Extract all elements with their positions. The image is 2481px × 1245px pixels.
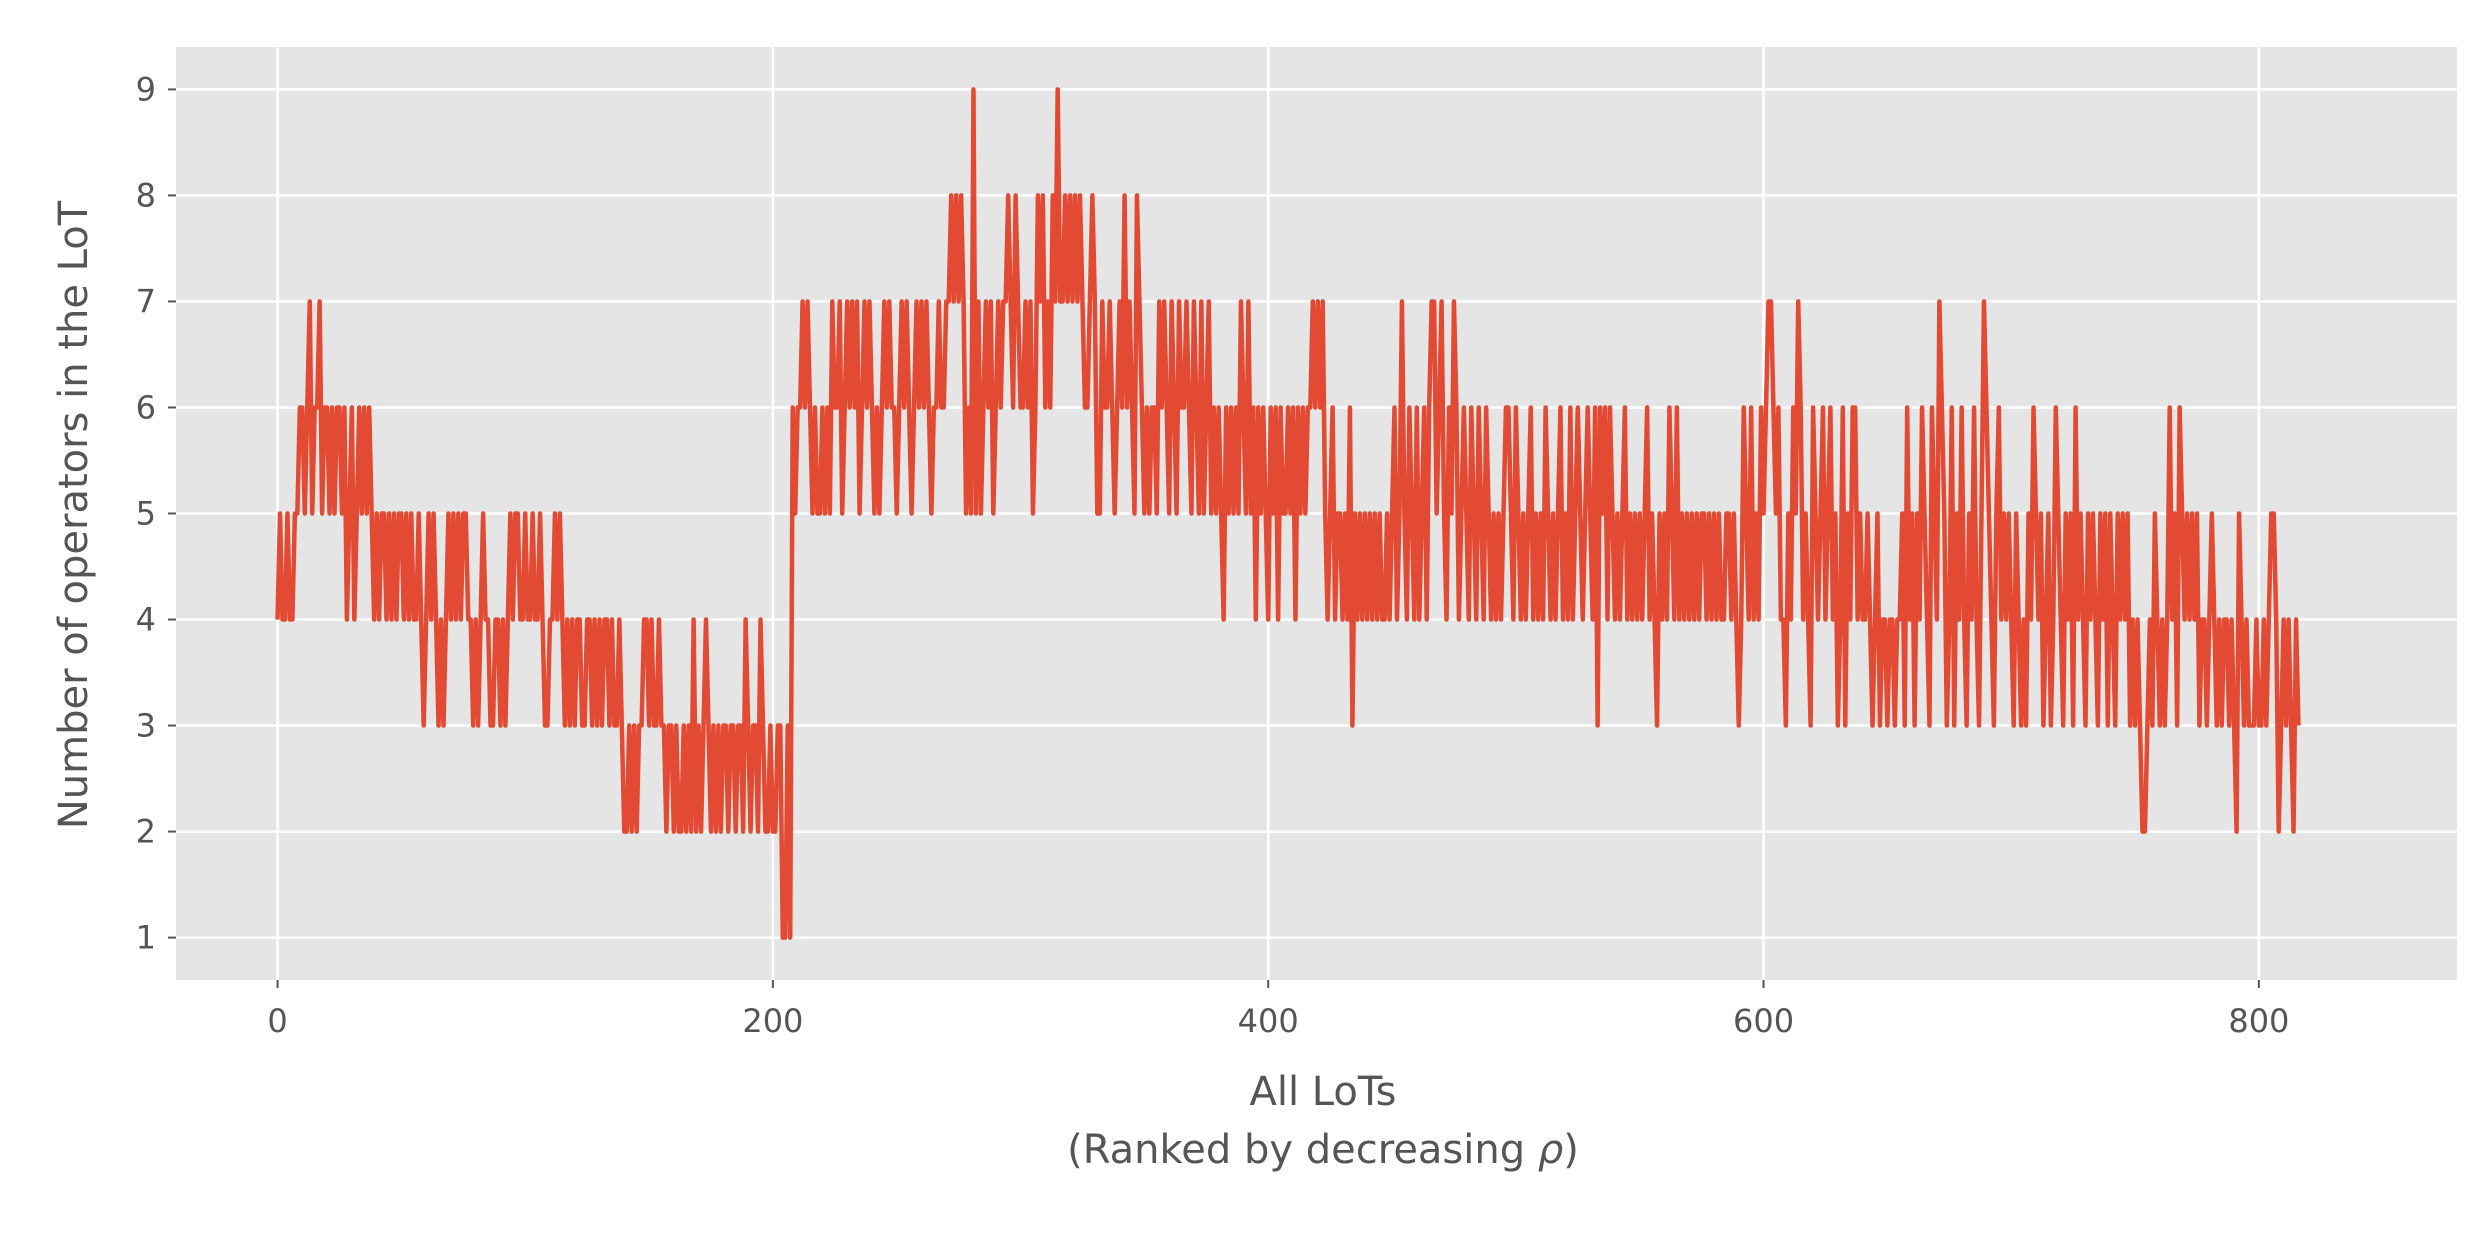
x-tick-label: 800	[2228, 1002, 2289, 1040]
x-axis-label: All LoTs	[1249, 1069, 1396, 1115]
x-tick-label: 600	[1733, 1002, 1794, 1040]
x-axis-sublabel: (Ranked by decreasing ρ)	[1067, 1127, 1579, 1173]
x-axis-sublabel-text: (Ranked by decreasing	[1067, 1127, 1538, 1173]
y-tick-label: 4	[136, 601, 156, 639]
y-tick-label: 1	[136, 919, 156, 957]
y-tick-label: 8	[136, 176, 156, 214]
y-tick-label: 3	[136, 707, 156, 745]
x-tick-label: 0	[267, 1002, 287, 1040]
y-tick-label: 5	[136, 495, 156, 533]
series-line	[275, 87, 2301, 940]
x-tick-label: 400	[1238, 1002, 1299, 1040]
x-axis-sublabel-end: )	[1563, 1127, 1579, 1173]
y-tick-label: 2	[136, 813, 156, 851]
series-layer	[275, 87, 2301, 940]
y-tick-label: 9	[136, 70, 156, 108]
axis-ticks: 0 200 400 600 800 1 2 3 4 5 6 7 8 9	[136, 70, 2290, 1040]
y-axis-label: Number of operators in the LoT	[51, 200, 97, 829]
x-axis-sublabel-symbol: ρ	[1538, 1127, 1563, 1173]
y-tick-label: 6	[136, 388, 156, 426]
y-tick-label: 7	[136, 282, 156, 320]
x-tick-label: 200	[742, 1002, 803, 1040]
